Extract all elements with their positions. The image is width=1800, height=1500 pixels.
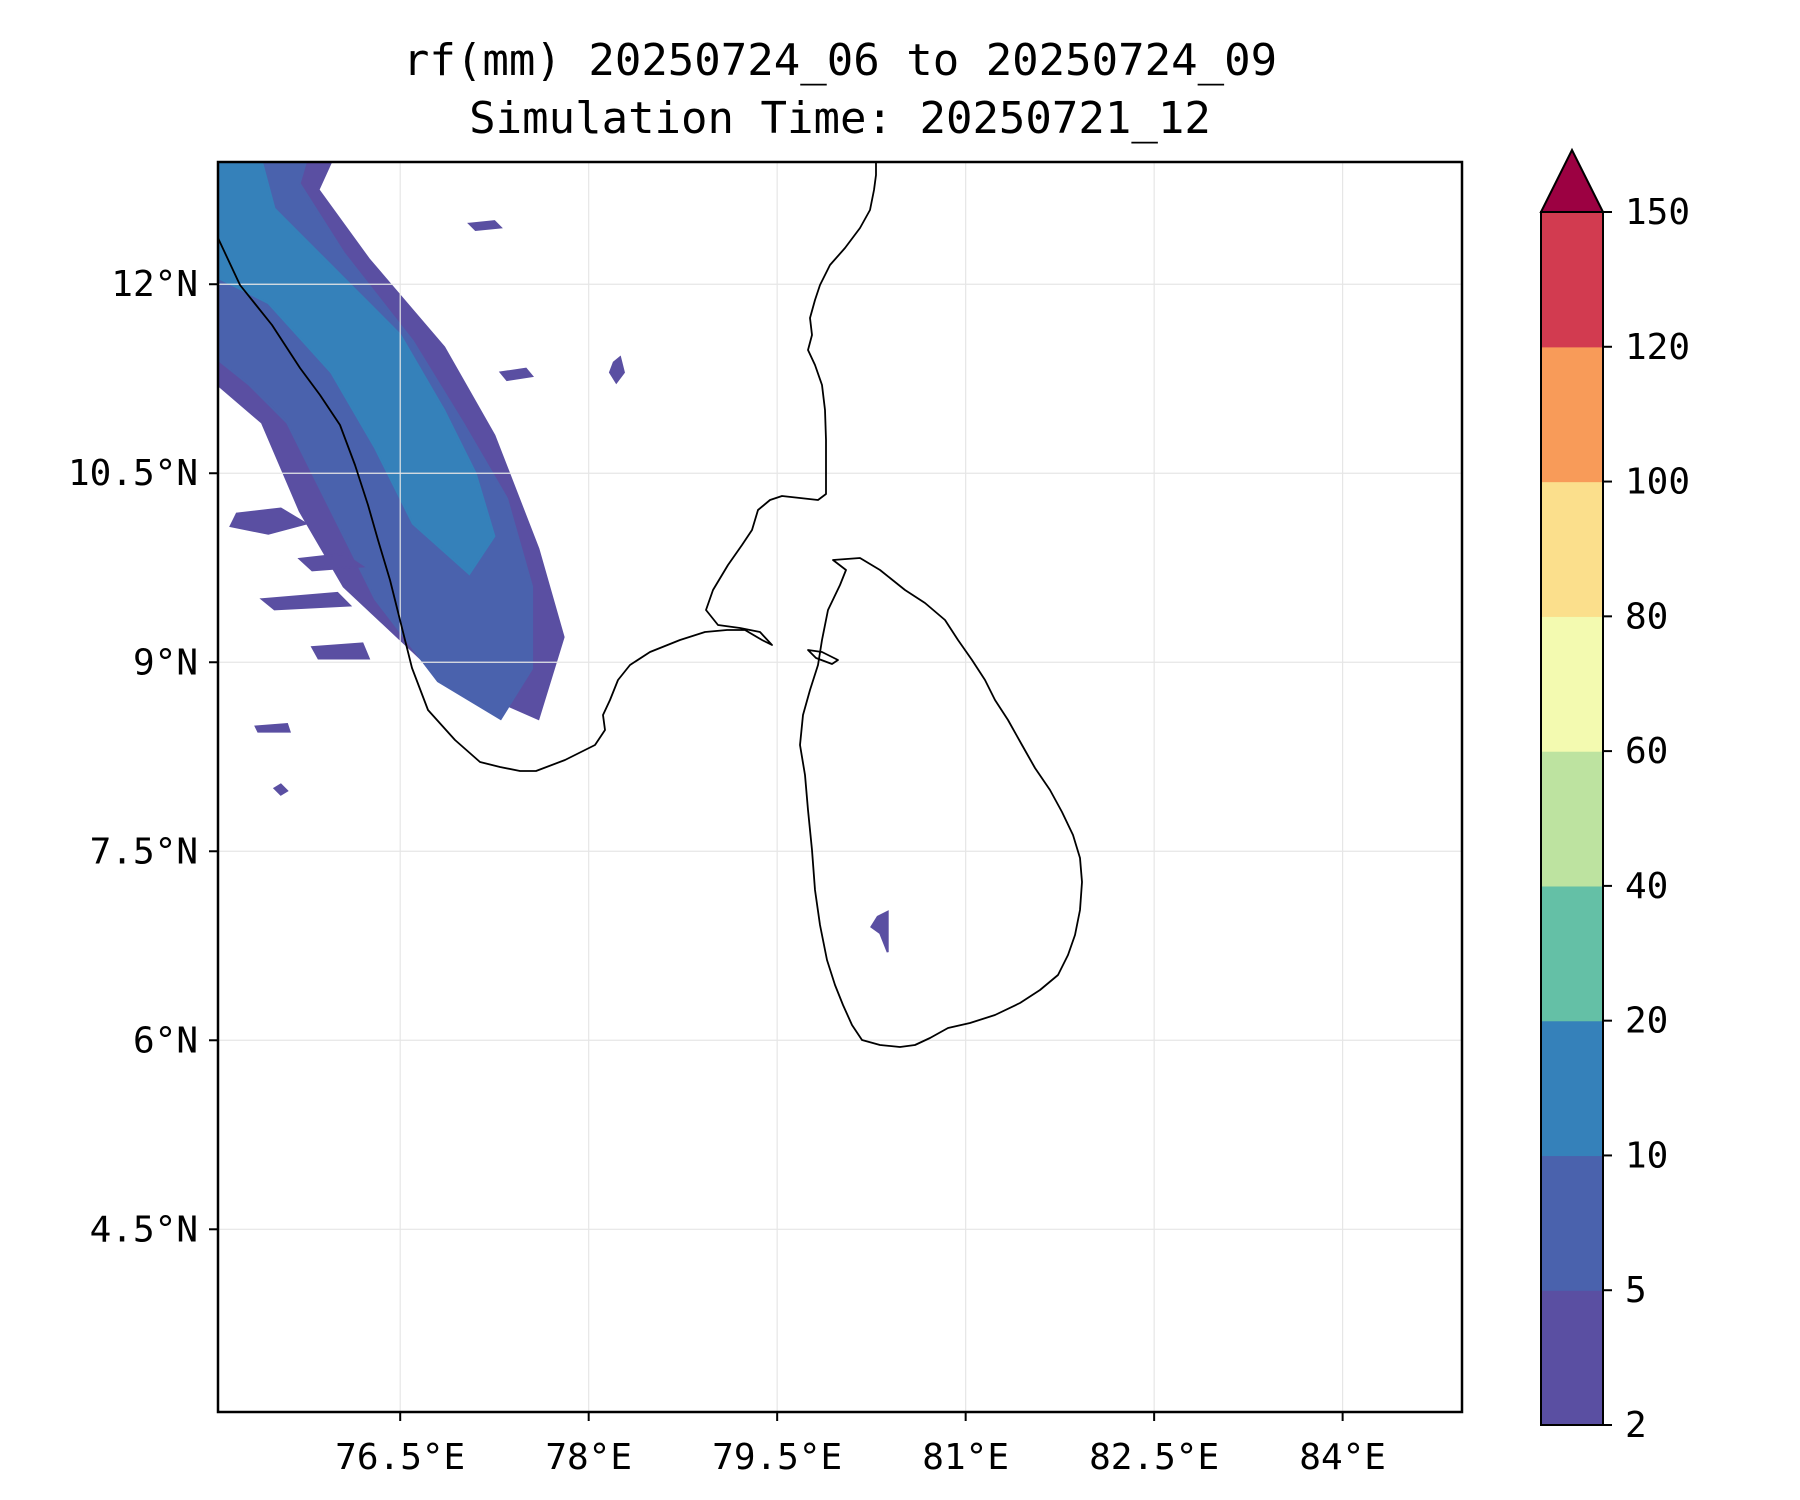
colorbar-extend-arrow <box>1539 147 1605 213</box>
colorbar-label-1: 5 <box>1625 1270 1647 1311</box>
rain-region-12 <box>870 910 889 953</box>
colorbar-label-7: 100 <box>1625 462 1690 503</box>
y-tick-label-4: 6°N <box>133 1020 198 1061</box>
map-frame <box>216 160 1464 1414</box>
colorbar-segment-6 <box>1541 481 1603 617</box>
colorbar-segment-7 <box>1541 346 1603 483</box>
chart-title: rf(mm) 20250724_06 to 20250724_09 <box>403 35 1277 86</box>
rainfall-contours <box>218 162 889 953</box>
y-tick-label-0: 12°N <box>111 264 198 305</box>
colorbar-segment-2 <box>1541 1020 1603 1157</box>
rain-region-5 <box>259 591 353 611</box>
colorbar-segment-8 <box>1541 212 1603 348</box>
x-tick-label-3: 81°E <box>922 1437 1009 1478</box>
colorbar-label-8: 120 <box>1625 327 1690 368</box>
colorbar-segment-4 <box>1541 751 1603 887</box>
x-tick-label-1: 78°E <box>545 1437 632 1478</box>
colorbar-segment-3 <box>1541 885 1603 1022</box>
colorbar: 2 5 10 20 40 60 80 100 120 150 <box>1539 147 1690 1446</box>
colorbar-label-3: 20 <box>1625 1001 1668 1042</box>
rain-region-6 <box>310 642 371 660</box>
gridlines <box>218 162 1462 1412</box>
india-coastline <box>218 162 877 772</box>
rain-region-7 <box>254 722 291 733</box>
colorbar-segment-0 <box>1541 1290 1603 1426</box>
y-axis: 12°N 10.5°N 9°N 7.5°N 6°N 4.5°N <box>68 264 218 1250</box>
mannar-island <box>807 649 839 665</box>
x-tick-label-0: 76.5°E <box>335 1437 465 1478</box>
rain-region-3 <box>229 507 309 535</box>
colorbar-label-0: 2 <box>1625 1405 1647 1446</box>
y-tick-label-3: 7.5°N <box>90 831 198 872</box>
sri-lanka-coastline <box>799 557 1083 1048</box>
colorbar-segment-1 <box>1541 1155 1603 1291</box>
colorbar-label-5: 60 <box>1625 731 1668 772</box>
rain-region-10 <box>498 367 534 382</box>
colorbar-segment-5 <box>1541 616 1603 752</box>
rain-region-11 <box>608 355 625 385</box>
colorbar-label-2: 10 <box>1625 1135 1668 1176</box>
coastline <box>218 162 1083 1048</box>
x-tick-label-4: 82.5°E <box>1089 1437 1219 1478</box>
rain-region-4 <box>297 552 366 572</box>
colorbar-frame <box>1540 211 1604 1426</box>
y-tick-label-5: 4.5°N <box>90 1209 198 1250</box>
colorbar-label-6: 80 <box>1625 596 1668 637</box>
x-tick-label-2: 79.5°E <box>712 1437 842 1478</box>
x-axis: 76.5°E 78°E 79.5°E 81°E 82.5°E 84°E <box>335 1412 1386 1478</box>
x-tick-label-5: 84°E <box>1299 1437 1386 1478</box>
chart-subtitle: Simulation Time: 20250721_12 <box>469 93 1211 144</box>
colorbar-label-4: 40 <box>1625 866 1668 907</box>
rain-region-8 <box>272 783 289 796</box>
map-area <box>218 162 1462 1412</box>
colorbar-label-9: 150 <box>1625 192 1690 233</box>
rain-region-2 <box>218 162 496 576</box>
y-tick-label-1: 10.5°N <box>68 453 198 494</box>
y-tick-label-2: 9°N <box>133 642 198 683</box>
rain-region-9 <box>467 220 503 232</box>
